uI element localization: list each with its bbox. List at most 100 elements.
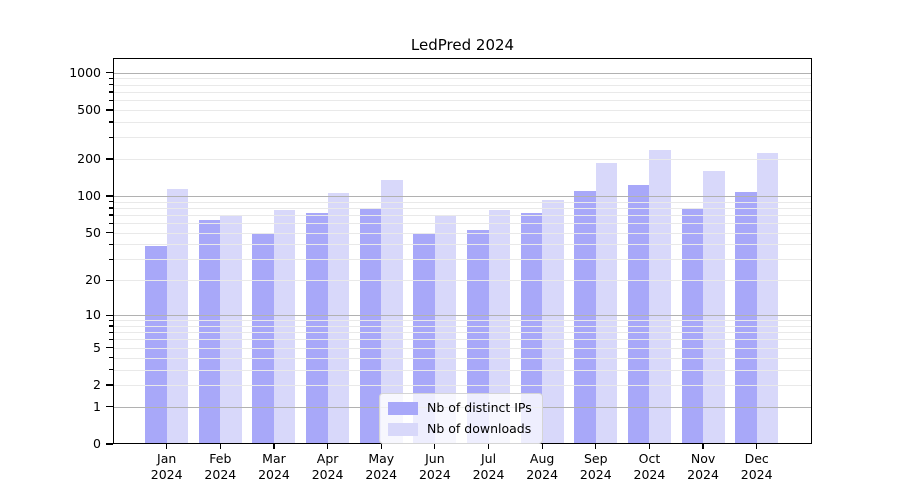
y-minor-tick (109, 214, 113, 216)
y-tick-label: 20 (85, 272, 101, 288)
x-tick (595, 444, 597, 449)
y-tick-label: 10 (85, 307, 101, 323)
x-tick (434, 444, 436, 449)
y-tick-label: 1000 (69, 64, 101, 80)
minor-gridline (113, 357, 812, 359)
legend: Nb of distinct IPs Nb of downloads (379, 393, 543, 444)
y-tick (106, 232, 113, 234)
y-tick (106, 279, 113, 281)
y-tick (106, 72, 113, 74)
x-tick-label: Apr 2024 (311, 451, 344, 482)
y-tick-label: 1 (93, 398, 101, 414)
bar-distinct-ips (627, 184, 650, 444)
y-minor-tick (109, 325, 113, 327)
y-tick (106, 347, 113, 349)
y-tick-label: 100 (77, 187, 101, 203)
legend-label-distinct-ips: Nb of distinct IPs (427, 400, 532, 415)
x-tick-label: Jun 2024 (418, 451, 451, 482)
x-tick (487, 444, 490, 449)
x-tick-label: Jan 2024 (150, 451, 183, 482)
y-minor-tick (109, 357, 113, 359)
x-tick-label: Dec 2024 (740, 451, 773, 482)
minor-gridline (113, 384, 812, 386)
minor-gridline (113, 78, 812, 80)
minor-gridline (113, 137, 812, 139)
y-tick (106, 443, 113, 445)
x-tick (380, 444, 382, 449)
y-tick (106, 384, 113, 386)
major-gridline (113, 195, 812, 197)
minor-gridline (113, 91, 812, 93)
minor-gridline (113, 109, 812, 111)
y-tick (106, 109, 113, 111)
plot-area (113, 58, 812, 444)
minor-gridline (113, 100, 812, 102)
x-tick (702, 444, 704, 449)
minor-gridline (113, 325, 812, 327)
x-tick (541, 444, 543, 449)
legend-entry-downloads: Nb of downloads (388, 421, 532, 437)
y-tick-label: 2 (93, 376, 101, 392)
y-tick-label: 0 (93, 436, 101, 451)
bar-distinct-ips (145, 245, 167, 444)
y-tick (106, 406, 113, 408)
y-tick (106, 314, 113, 316)
x-tick-label: Nov 2024 (687, 451, 719, 482)
minor-gridline (113, 121, 812, 123)
bar-distinct-ips (520, 213, 543, 444)
minor-gridline (113, 369, 812, 371)
bar-downloads (703, 170, 725, 444)
bar-distinct-ips (413, 233, 435, 444)
legend-swatch-distinct-ips (388, 401, 418, 415)
x-tick-label: Feb 2024 (204, 451, 237, 482)
y-minor-tick (109, 331, 113, 333)
x-tick-label: May 2024 (365, 451, 398, 482)
bar-downloads (542, 200, 564, 444)
minor-gridline (113, 244, 812, 246)
minor-gridline (113, 201, 812, 203)
x-tick-label: Jul 2024 (472, 451, 505, 482)
bar-downloads (381, 179, 403, 444)
x-tick (327, 444, 329, 449)
grid-layer (113, 58, 812, 444)
bar-downloads (756, 153, 779, 444)
y-minor-tick (109, 201, 113, 203)
y-minor-tick (109, 338, 113, 341)
legend-swatch-downloads (388, 422, 418, 436)
minor-gridline (113, 207, 812, 209)
bar-downloads (220, 214, 242, 444)
minor-gridline (113, 214, 812, 216)
chart-title: LedPred 2024 (410, 36, 515, 54)
legend-label-downloads: Nb of downloads (427, 421, 532, 436)
major-gridline (113, 315, 812, 317)
minor-gridline (113, 332, 812, 334)
y-minor-tick (109, 77, 113, 80)
x-tick-label: Sep 2024 (579, 451, 612, 482)
y-minor-tick (109, 258, 113, 261)
x-tick (648, 444, 650, 449)
x-tick (219, 444, 221, 449)
minor-gridline (113, 259, 812, 261)
y-minor-tick (109, 91, 113, 93)
minor-gridline (113, 339, 812, 341)
x-tick (273, 444, 275, 449)
y-minor-tick (109, 99, 113, 101)
x-tick (756, 444, 758, 449)
y-tick (106, 158, 113, 160)
bar-downloads (166, 189, 189, 444)
y-minor-tick (109, 84, 113, 86)
bar-distinct-ips (306, 212, 328, 444)
y-minor-tick (109, 369, 113, 371)
minor-gridline (113, 320, 812, 322)
y-minor-tick (109, 136, 113, 138)
major-gridline (113, 72, 812, 74)
y-tick-label: 50 (85, 224, 101, 240)
y-tick (106, 195, 113, 197)
bar-distinct-ips (467, 229, 489, 444)
bar-distinct-ips (574, 190, 596, 444)
y-tick-label: 500 (77, 101, 101, 117)
minor-gridline (113, 232, 812, 234)
minor-gridline (113, 347, 812, 349)
minor-gridline (113, 223, 812, 225)
y-tick-label: 200 (77, 151, 101, 166)
